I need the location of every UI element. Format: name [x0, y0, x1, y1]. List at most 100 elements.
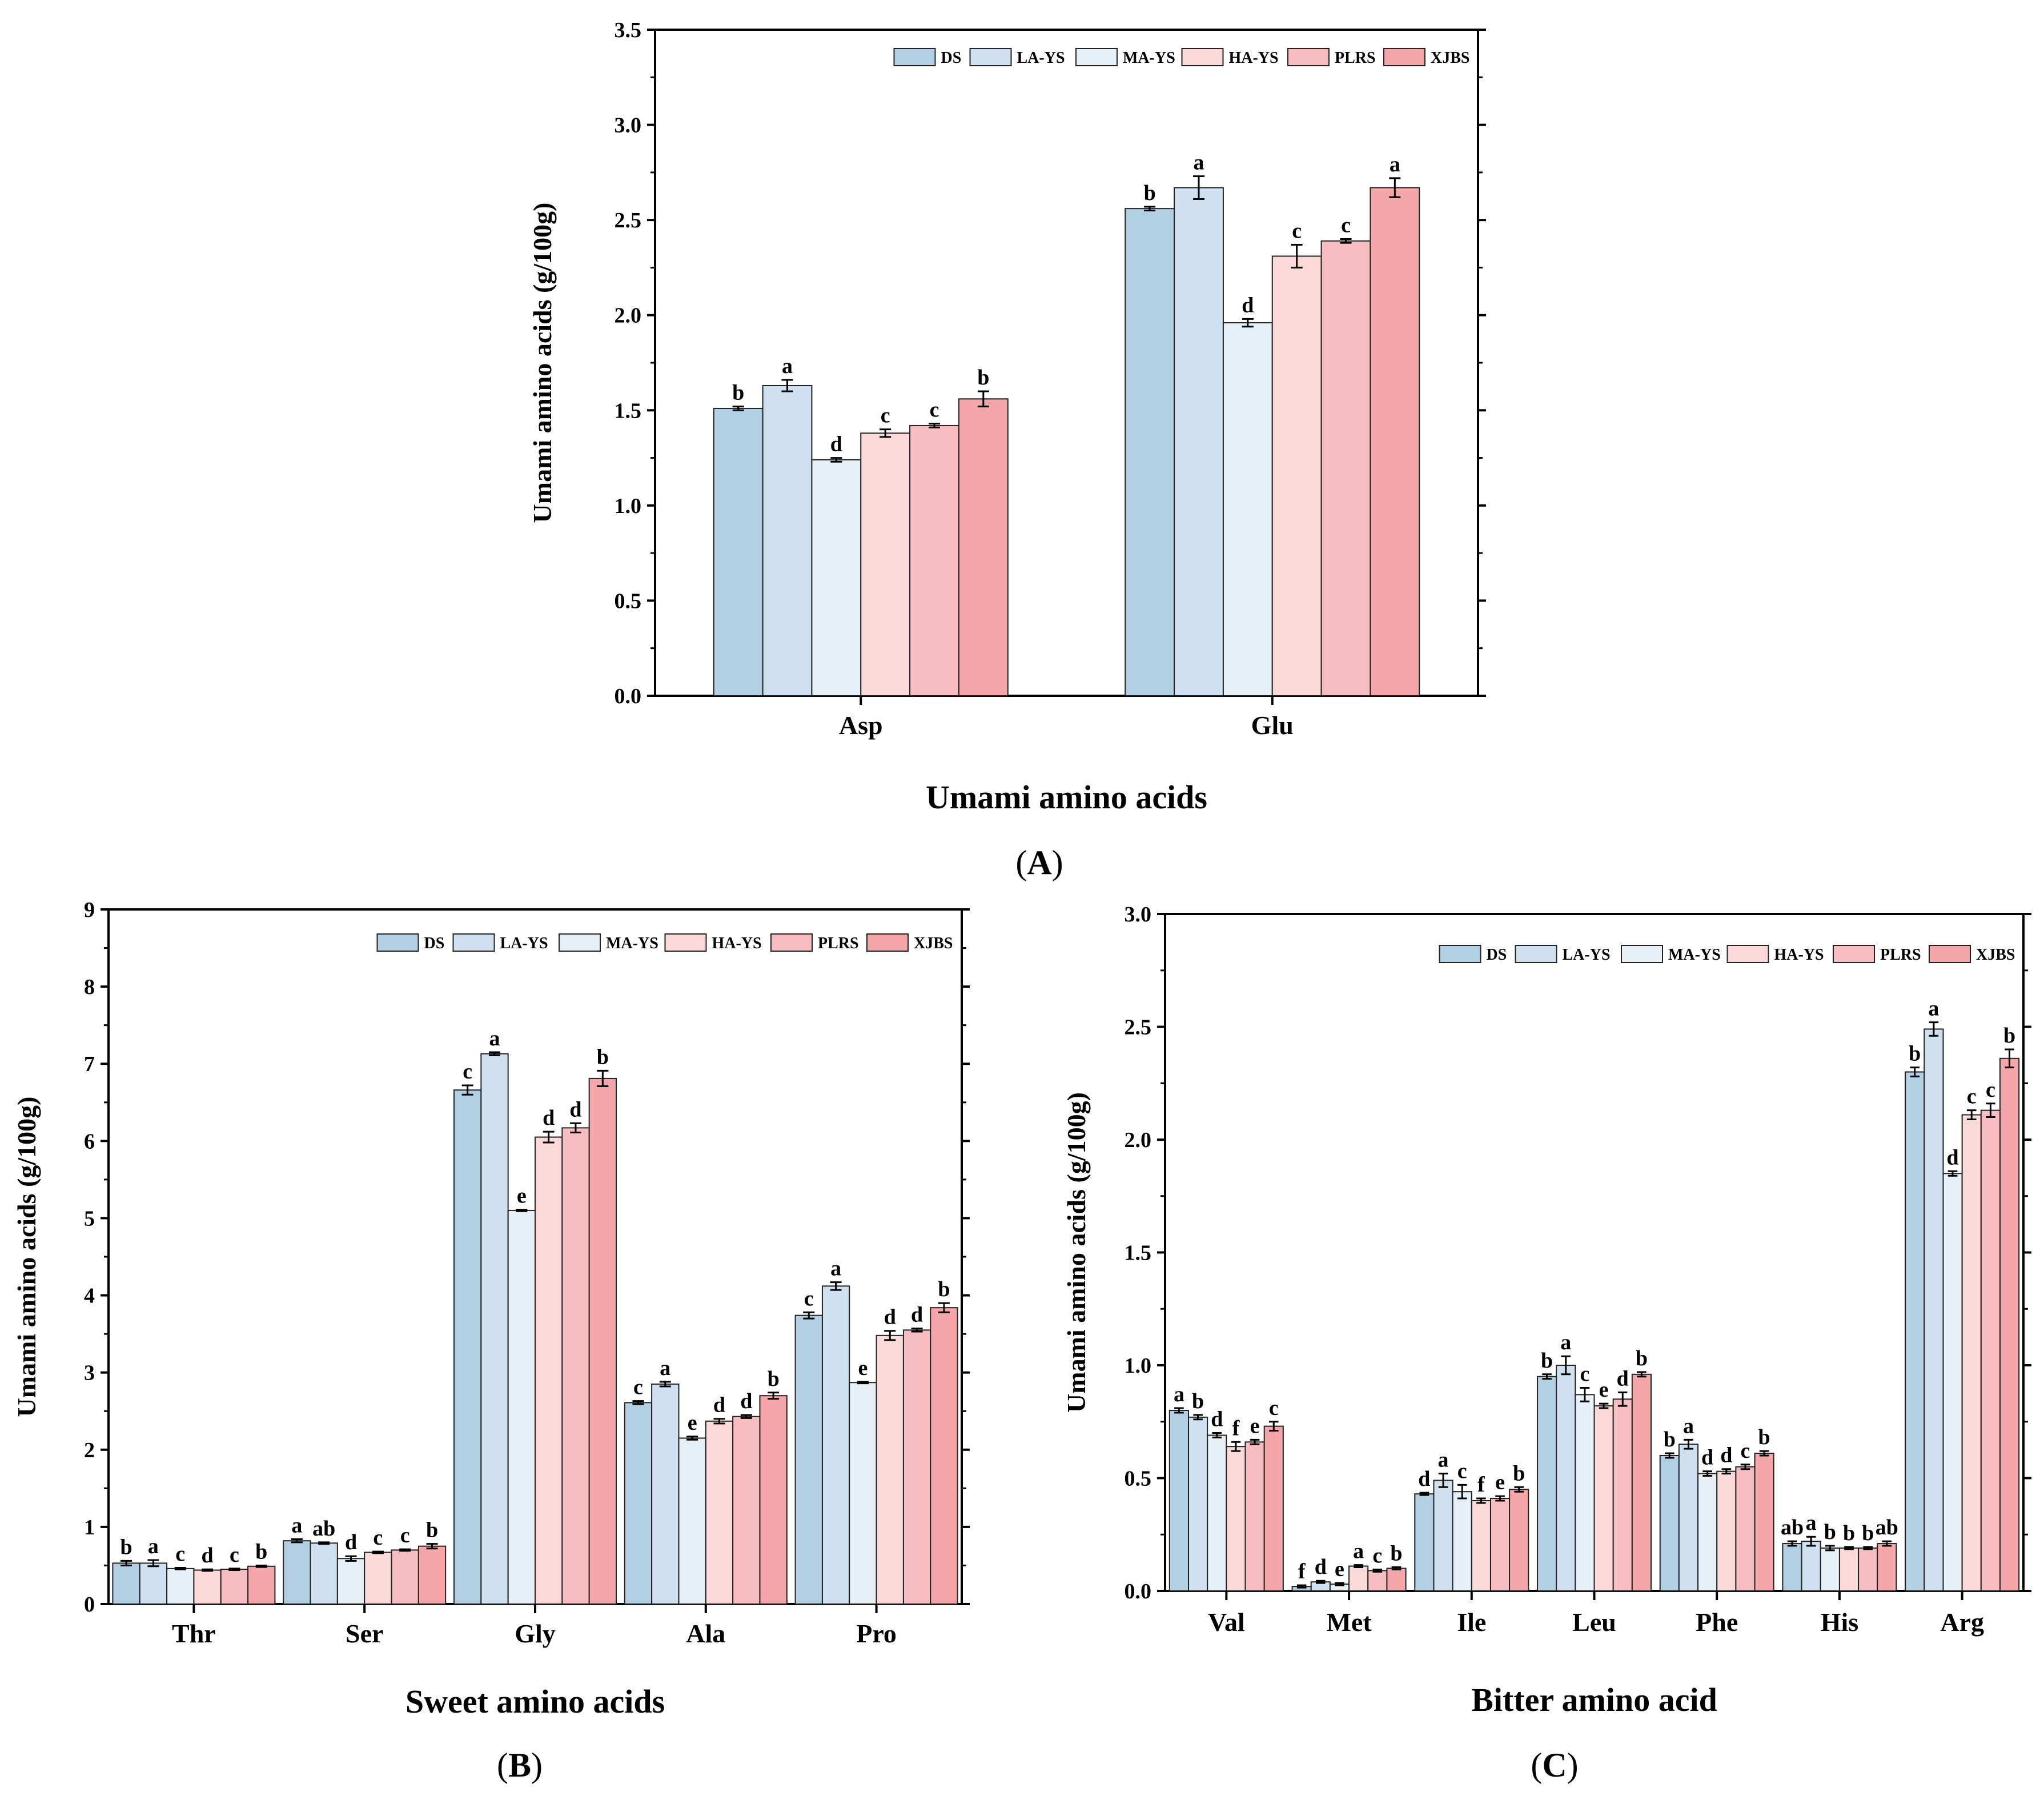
significance-letter: b: [1824, 1520, 1836, 1544]
significance-letter: d: [740, 1389, 752, 1413]
bar-leu-ds: [1537, 1376, 1557, 1591]
significance-letter: b: [2003, 1024, 2015, 1048]
significance-letter: f: [1232, 1416, 1240, 1440]
legend-swatch-plrs: [1833, 945, 1875, 963]
bar-leu-plrs: [1612, 1398, 1633, 1591]
bar-gly-xjbs: [588, 1077, 617, 1605]
bar-leu-ha-ys: [1593, 1405, 1614, 1592]
significance-letter: c: [1341, 213, 1351, 237]
bar-leu-la-ys: [1556, 1365, 1576, 1591]
bar-met-plrs: [1367, 1570, 1388, 1591]
legend-swatch-la-ys: [452, 933, 495, 952]
legend-label-la-ys: LA-YS: [1017, 49, 1065, 67]
x-category-label: Glu: [1251, 711, 1294, 740]
significance-letter: c: [881, 404, 890, 428]
bar-phe-la-ys: [1678, 1444, 1699, 1591]
legend-swatch-ds: [1439, 945, 1481, 963]
significance-letter: b: [1664, 1428, 1676, 1452]
bar-pro-ha-ys: [876, 1334, 904, 1605]
panel-label: (A): [1015, 844, 1063, 881]
significance-letter: b: [1636, 1346, 1648, 1370]
bar-his-ha-ys: [1838, 1547, 1860, 1591]
significance-letter: a: [489, 1027, 500, 1051]
x-category-label: Phe: [1696, 1607, 1738, 1637]
bar-ser-la-ys: [310, 1542, 338, 1605]
x-category-label: Pro: [856, 1619, 897, 1648]
significance-letter: c: [1967, 1085, 1977, 1109]
significance-letter: a: [148, 1534, 159, 1558]
bar-val-plrs: [1244, 1441, 1265, 1592]
significance-letter: c: [1580, 1362, 1589, 1386]
y-tick-label: 1.0: [615, 494, 642, 518]
bar-asp-la-ys: [762, 384, 813, 696]
y-tick-label: 2: [84, 1438, 95, 1462]
bar-ala-plrs: [732, 1416, 761, 1605]
x-axis-title: Umami amino acids: [926, 779, 1207, 816]
significance-letter: d: [569, 1097, 581, 1121]
bar-phe-plrs: [1735, 1466, 1756, 1591]
significance-letter: c: [930, 398, 939, 422]
significance-letter: c: [230, 1543, 239, 1567]
x-category-label: Met: [1326, 1607, 1372, 1637]
legend-label-xjbs: XJBS: [1976, 946, 2015, 964]
panel-label: (B): [497, 1746, 543, 1784]
legend-swatch-ha-ys: [1181, 48, 1224, 66]
y-tick-label: 6: [84, 1129, 95, 1153]
bar-glu-la-ys: [1174, 187, 1224, 697]
bar-ala-ds: [624, 1402, 653, 1605]
significance-letter: a: [830, 1257, 841, 1281]
significance-letter: b: [1843, 1521, 1855, 1545]
bar-glu-ma-ys: [1222, 322, 1273, 696]
legend-swatch-ds: [893, 48, 936, 66]
legend-swatch-ma-ys: [1075, 48, 1118, 66]
legend-swatch-ds: [376, 933, 419, 952]
bar-glu-plrs: [1320, 240, 1371, 696]
significance-letter: e: [1599, 1378, 1609, 1402]
significance-letter: b: [1862, 1521, 1874, 1545]
legend-swatch-plrs: [1287, 48, 1330, 66]
x-axis-title: Sweet amino acids: [405, 1683, 665, 1720]
y-axis-title: Umami amino acids (g/100g): [1062, 1092, 1091, 1413]
legend-label-la-ys: LA-YS: [500, 935, 548, 952]
bar-phe-xjbs: [1754, 1453, 1774, 1592]
significance-letter: a: [782, 354, 793, 378]
bar-glu-xjbs: [1370, 187, 1420, 697]
legend-swatch-ma-ys: [559, 933, 601, 952]
legend-swatch-xjbs: [866, 933, 909, 952]
y-tick-label: 1.5: [1125, 1241, 1152, 1265]
legend-label-ha-ys: HA-YS: [712, 935, 762, 952]
significance-letter: c: [400, 1524, 410, 1548]
bar-ala-ma-ys: [678, 1437, 706, 1605]
bar-glu-ha-ys: [1271, 255, 1322, 696]
bar-ile-xjbs: [1509, 1489, 1529, 1591]
y-tick-label: 7: [84, 1052, 95, 1076]
significance-letter: b: [1513, 1461, 1525, 1485]
bar-arg-xjbs: [1999, 1057, 2020, 1592]
bar-arg-ma-ys: [1942, 1173, 1963, 1591]
significance-letter: d: [1701, 1446, 1713, 1470]
x-axis-title: Bitter amino acid: [1471, 1681, 1717, 1718]
bar-his-ds: [1782, 1543, 1802, 1592]
x-category-label: Val: [1208, 1607, 1245, 1637]
significance-letter: e: [1335, 1557, 1344, 1581]
significance-letter: a: [291, 1514, 302, 1538]
legend-swatch-la-ys: [1515, 945, 1557, 963]
significance-letter: b: [768, 1367, 780, 1391]
bar-pro-xjbs: [930, 1307, 958, 1605]
significance-letter: e: [1250, 1414, 1260, 1438]
bar-pro-la-ys: [821, 1285, 850, 1605]
bar-gly-ha-ys: [535, 1136, 563, 1605]
significance-letter: a: [1194, 151, 1204, 175]
bar-phe-ha-ys: [1716, 1470, 1737, 1591]
significance-letter: b: [597, 1045, 609, 1069]
legend-label-xjbs: XJBS: [914, 935, 953, 952]
legend-label-ma-ys: MA-YS: [1123, 49, 1175, 67]
legend-swatch-ha-ys: [664, 933, 707, 952]
legend-label-ma-ys: MA-YS: [1668, 946, 1721, 964]
legend-swatch-xjbs: [1383, 48, 1425, 66]
y-tick-label: 1.5: [615, 399, 642, 423]
bar-phe-ds: [1659, 1455, 1680, 1591]
